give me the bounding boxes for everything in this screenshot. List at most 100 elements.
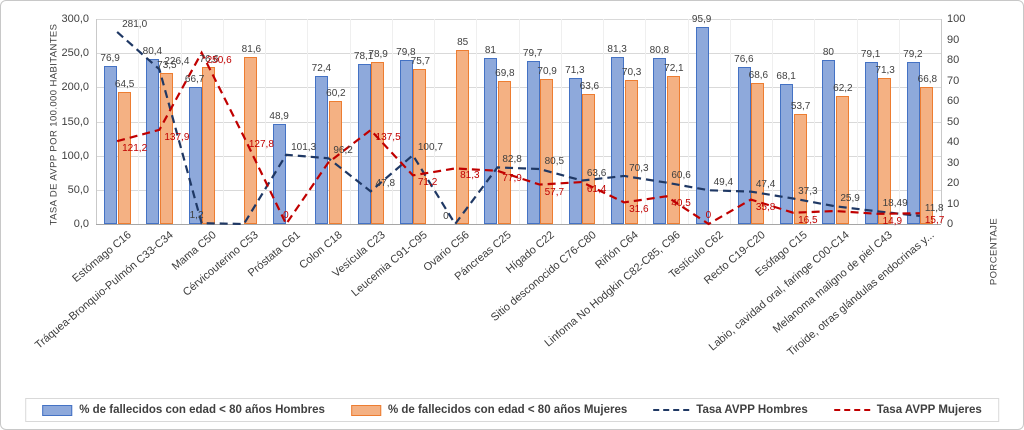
bar-mujeres-label-16: 53,7 (790, 100, 811, 112)
tasa-hombres-label-16: 37,3 (798, 185, 818, 197)
tasa-hombres-label-19: 11,8 (924, 202, 944, 214)
bar-mujeres-label-19: 66,8 (917, 74, 938, 86)
gridline-vertical (729, 19, 731, 224)
left-axis-tick: 200,0 (61, 81, 89, 94)
bar-hombres-label-13: 80,8 (649, 45, 670, 57)
bar-mujeres-label-9: 69,8 (495, 67, 515, 79)
tasa-hombres-label-11: 63,6 (586, 167, 607, 179)
right-axis-tick: 90 (947, 33, 960, 46)
bar-mujeres-label-11: 63,6 (579, 80, 600, 92)
bar-hombres-label-11: 71,3 (565, 64, 585, 76)
bar-mujeres-5 (328, 100, 342, 224)
tasa-mujeres-label-18: 14,9 (882, 215, 903, 227)
bar-hombres-9 (484, 57, 498, 224)
bar-mujeres-label-13: 72,1 (664, 63, 684, 75)
bar-hombres-7 (399, 60, 413, 224)
bar-mujeres-11 (582, 93, 596, 224)
right-axis-title: PORCENTAJE (988, 217, 1000, 286)
legend-swatch-line-icon (833, 409, 870, 411)
bar-hombres-label-5: 72,4 (311, 62, 332, 74)
bar-hombres-4 (273, 123, 287, 224)
bar-mujeres-9 (497, 80, 511, 224)
legend-label-2: Tasa AVPP Hombres (696, 404, 808, 416)
tasa-mujeres-label-2: 250,6 (206, 54, 232, 66)
bar-hombres-label-17: 80 (822, 47, 834, 58)
gridline-vertical (138, 19, 140, 224)
gridline-vertical (96, 19, 97, 224)
right-axis-tick: 30 (947, 156, 960, 169)
tasa-mujeres-label-14: 0 (705, 210, 712, 221)
tasa-hombres-label-15: 47,4 (755, 178, 776, 190)
tasa-mujeres-label-7: 71,2 (417, 177, 438, 189)
bar-mujeres-8 (455, 49, 469, 224)
left-axis-tick: 300,0 (61, 13, 89, 25)
legend-label-0: % de fallecidos con edad < 80 años Hombr… (79, 404, 325, 416)
legend-item-0: % de fallecidos con edad < 80 años Hombr… (42, 404, 325, 416)
bar-mujeres-0 (117, 91, 131, 224)
legend-swatch-line-icon (653, 409, 690, 411)
left-axis-tick: 100,0 (61, 149, 89, 162)
gridline-vertical (898, 19, 900, 224)
bar-mujeres-12 (624, 79, 638, 224)
category-label-7: Leucemia C91-C95 (349, 229, 430, 300)
bar-mujeres-label-12: 70,3 (621, 66, 642, 78)
bar-mujeres-label-0: 64,5 (114, 78, 135, 90)
bar-mujeres-label-17: 62,2 (833, 83, 853, 95)
bar-mujeres-1 (159, 73, 173, 224)
tasa-hombres-label-7: 100,7 (417, 142, 443, 154)
tasa-mujeres-label-8: 81,3 (460, 170, 480, 182)
left-axis-tick: 50,0 (67, 183, 89, 196)
tasa-hombres-label-5: 96,2 (333, 145, 353, 157)
tasa-hombres-label-12: 70,3 (629, 162, 649, 174)
right-axis-tick: 50 (947, 115, 960, 128)
category-label-3: Cérvicouterino C53 (180, 229, 261, 299)
bar-mujeres-label-2: 76,6 (199, 53, 219, 65)
gridline-vertical (434, 19, 435, 224)
gridline-vertical (645, 19, 647, 224)
left-axis-tick: 150,0 (61, 115, 89, 128)
bar-hombres-label-7: 79,8 (396, 47, 416, 59)
tasa-mujeres-label-11: 61,4 (586, 184, 607, 196)
legend-item-3: Tasa AVPP Mujeres (833, 404, 982, 416)
bar-hombres-label-4: 48,9 (269, 110, 289, 122)
tasa-hombres-label-18: 18,49 (882, 198, 908, 210)
right-axis-tick: 70 (947, 74, 960, 87)
legend-label-1: % de fallecidos con edad < 80 años Mujer… (387, 404, 628, 416)
left-axis-tick: 0,0 (73, 218, 89, 230)
tasa-hombres-label-2: 1,2 (189, 210, 204, 222)
bar-hombres-2 (188, 87, 202, 224)
bar-mujeres-label-5: 60,2 (326, 87, 346, 99)
right-axis-tick: 0 (947, 218, 954, 230)
tasa-hombres-label-0: 281,0 (122, 18, 148, 30)
bar-hombres-label-15: 76,6 (734, 53, 754, 65)
bar-hombres-6 (357, 63, 371, 224)
gridline-vertical (687, 19, 689, 224)
gridline-vertical (265, 19, 266, 224)
bar-hombres-18 (864, 61, 878, 224)
tasa-hombres-label-14: 49,4 (713, 177, 734, 189)
bar-hombres-10 (526, 60, 540, 224)
bar-mujeres-6 (371, 62, 385, 224)
right-axis-tick: 20 (947, 177, 960, 189)
tasa-hombres-label-1: 226,4 (164, 56, 190, 68)
bar-hombres-11 (568, 77, 582, 224)
legend-item-1: % de fallecidos con edad < 80 años Mujer… (350, 404, 628, 416)
right-axis-tick: 80 (947, 54, 960, 66)
gridline-vertical (772, 19, 773, 224)
right-axis-tick: 10 (947, 197, 960, 210)
bar-mujeres-10 (540, 78, 554, 224)
gridline-vertical (349, 19, 351, 224)
bar-hombres-label-9: 81 (484, 44, 496, 56)
bar-mujeres-label-10: 70,9 (537, 65, 557, 77)
tasa-hombres-label-4: 101,3 (291, 141, 317, 153)
gridline-vertical (222, 19, 224, 224)
bar-hombres-label-19: 79,2 (903, 48, 923, 60)
left-axis-tick: 250,0 (61, 47, 89, 60)
bar-mujeres-label-15: 68,6 (748, 70, 769, 82)
bar-mujeres-label-1: 73,5 (157, 60, 177, 72)
tasa-hombres-label-9: 82,8 (502, 154, 522, 166)
gridline-vertical (941, 19, 942, 224)
legend: % de fallecidos con edad < 80 años Hombr… (25, 398, 999, 422)
tasa-mujeres-label-19: 15,7 (924, 215, 945, 227)
